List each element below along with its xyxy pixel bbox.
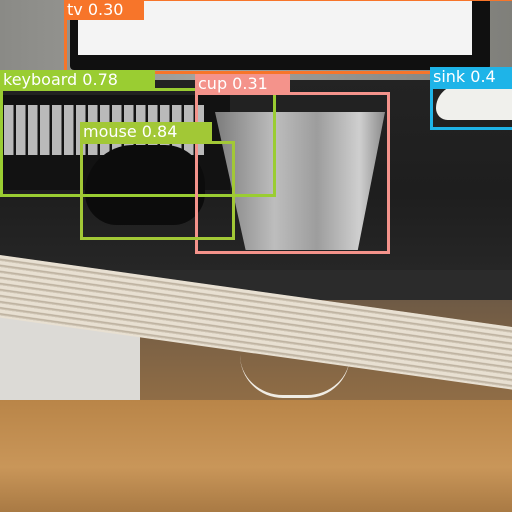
mouse-detection-box <box>80 141 235 240</box>
tv-detection-box <box>64 0 512 74</box>
keyboard-detection-label: keyboard 0.78 <box>0 70 155 90</box>
wooden-floor <box>0 400 512 512</box>
cup-detection-label: cup 0.31 <box>195 74 290 94</box>
floor-cable <box>240 355 350 398</box>
mouse-detection-label: mouse 0.84 <box>80 122 212 142</box>
sink-detection-label: sink 0.4 <box>430 67 512 87</box>
cup-detection-box <box>195 92 390 254</box>
tv-detection-label: tv 0.30 <box>64 0 144 20</box>
cup-object <box>215 112 385 250</box>
sink-detection-box <box>430 86 512 130</box>
sink-object <box>436 85 512 120</box>
mouse-object <box>85 145 205 225</box>
